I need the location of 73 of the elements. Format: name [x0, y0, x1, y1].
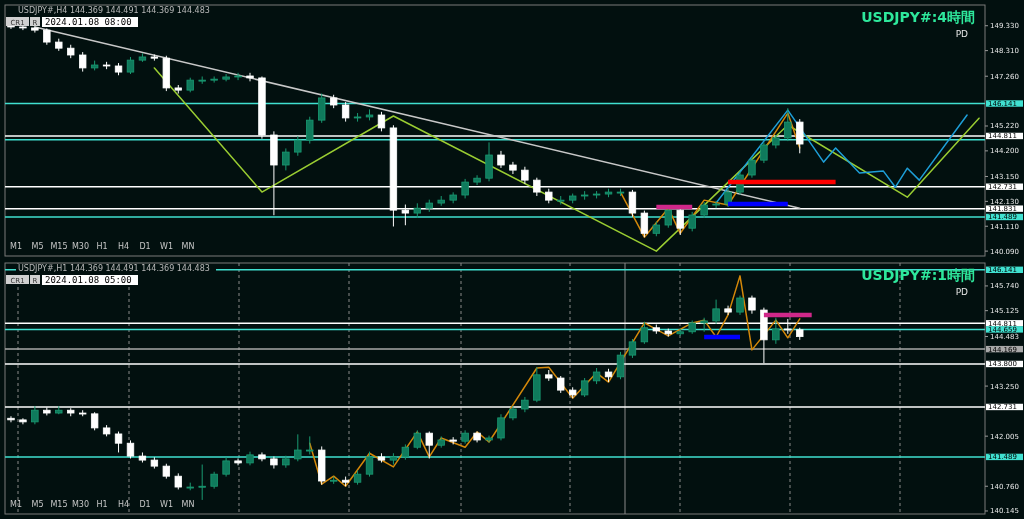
annotation: M30 — [71, 242, 90, 251]
candlestick — [640, 210, 649, 238]
candlestick — [31, 25, 39, 34]
candlestick — [198, 464, 206, 501]
candlestick — [7, 415, 15, 423]
annotation: D1 — [139, 500, 151, 509]
candlestick — [580, 377, 589, 398]
line-series — [619, 112, 801, 238]
candlestick — [365, 451, 374, 478]
candlestick — [628, 338, 637, 359]
candlestick — [294, 433, 302, 462]
candlestick — [294, 135, 302, 157]
candlestick — [31, 405, 39, 425]
candlestick — [724, 188, 732, 208]
candlestick — [760, 141, 768, 164]
candlestick — [712, 299, 720, 325]
annotation: 2024.01.08 05:00 — [45, 275, 132, 285]
candlestick — [485, 141, 493, 182]
candlestick — [222, 456, 230, 478]
candlestick — [425, 431, 433, 459]
candlestick — [784, 107, 792, 142]
annotation: M5 — [31, 242, 44, 251]
candlestick — [413, 429, 421, 450]
annotation: D1 — [139, 242, 151, 251]
candlestick — [700, 317, 708, 333]
candlestick — [712, 200, 720, 209]
annotation: M1 — [10, 500, 22, 509]
candlestick — [640, 321, 649, 345]
candlestick — [318, 93, 326, 124]
annotation: M1 — [10, 242, 22, 251]
candlestick — [282, 147, 290, 171]
candlestick — [377, 111, 386, 132]
candlestick — [210, 75, 218, 84]
candlestick — [688, 211, 696, 232]
annotation: W1 — [160, 500, 173, 509]
candlestick — [461, 178, 469, 199]
annotation: 2024.01.08 08:00 — [45, 17, 132, 27]
candlestick — [772, 317, 780, 345]
candlestick — [736, 295, 744, 316]
annotation: M30 — [71, 500, 90, 509]
line-series — [309, 275, 801, 487]
annotation: H1 — [96, 242, 108, 251]
candlestick — [90, 411, 99, 431]
candlestick — [341, 101, 350, 123]
annotation: USDJPY#,H1 144.369 144.491 144.369 144.483 — [18, 264, 210, 273]
candlestick — [473, 174, 481, 186]
annotation: H4 — [117, 500, 130, 509]
candlestick — [79, 51, 87, 73]
annotation: W1 — [160, 242, 173, 251]
candlestick — [748, 295, 756, 315]
candlestick — [306, 435, 314, 455]
text: PD — [955, 287, 969, 297]
text: PD — [955, 29, 969, 39]
candlestick — [234, 72, 242, 81]
candlestick — [616, 351, 625, 380]
annotation: H4 — [117, 242, 130, 251]
annotation: USDJPY#,H4 144.369 144.491 144.369 144.483 — [18, 6, 210, 15]
candlestick — [748, 156, 756, 179]
annotation: MN — [181, 242, 195, 251]
chart-title: USDJPY#:4時間 — [861, 9, 975, 25]
chart-title: USDJPY#:1時間 — [861, 267, 975, 283]
candlestick — [306, 116, 314, 145]
line-series — [715, 109, 968, 204]
candlestick — [126, 439, 135, 459]
annotation: H1 — [96, 500, 108, 509]
annotation: M15 — [50, 242, 68, 251]
candlestick — [676, 207, 684, 236]
annotation: M15 — [50, 500, 68, 509]
annotation: M5 — [31, 500, 44, 509]
candlestick — [114, 431, 123, 453]
candlestick — [497, 413, 505, 441]
line-series — [153, 67, 980, 252]
annotation: MN — [181, 500, 195, 509]
